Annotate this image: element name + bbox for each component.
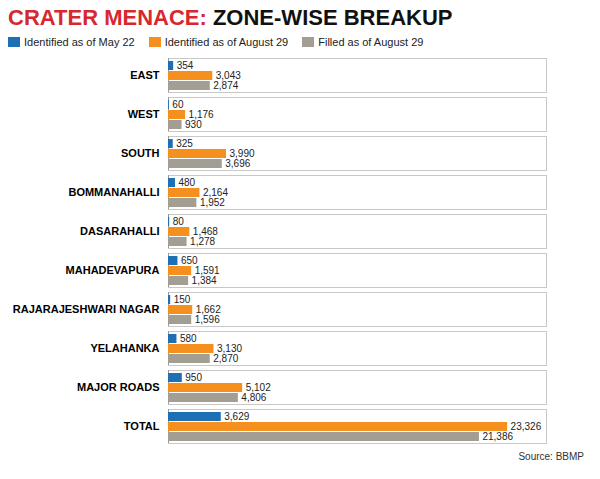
svg-text:80: 80 — [173, 216, 185, 227]
html-text:CRATER MENACE: ZONE-WISE BREAK: CRATER MENACE: ZONE-WISE BREAKUP — [8, 5, 453, 30]
svg-text:1,662: 1,662 — [195, 304, 221, 316]
html-text:Identified as of May 22: Identified as of May 22 — [24, 36, 135, 48]
svg-text:2,874: 2,874 — [213, 80, 238, 91]
svg-text:1,176: 1,176 — [188, 109, 214, 121]
svg-text:580: 580 — [180, 333, 197, 344]
svg-text:3,043: 3,043 — [215, 70, 241, 82]
svg-text:3,990: 3,990 — [229, 148, 255, 160]
svg-text:DASARAHALLI: DASARAHALLI — [80, 225, 159, 237]
svg-text:SOUTH: SOUTH — [121, 147, 160, 159]
svg-text:23,326: 23,326 — [511, 421, 542, 432]
svg-text:60: 60 — [172, 99, 184, 110]
svg-text:1,591: 1,591 — [194, 265, 220, 277]
html-text:Identified as of August 29: Identified as of August 29 — [164, 36, 289, 48]
html-text:Source: BBMP: Source: BBMP — [518, 451, 584, 462]
svg-text:950: 950 — [185, 372, 202, 383]
svg-text:1,952: 1,952 — [200, 197, 225, 208]
svg-text:5,102: 5,102 — [245, 382, 271, 394]
svg-text:21,386: 21,386 — [482, 431, 513, 442]
svg-text:930: 930 — [185, 119, 202, 130]
html-text:Filled as of August 29: Filled as of August 29 — [318, 36, 424, 48]
svg-text:4,806: 4,806 — [241, 392, 266, 403]
svg-text:2,164: 2,164 — [203, 187, 228, 199]
svg-text:WEST: WEST — [128, 108, 160, 120]
svg-text:1,596: 1,596 — [195, 314, 220, 325]
svg-text:3,696: 3,696 — [225, 158, 250, 169]
svg-text:3,130: 3,130 — [217, 343, 242, 355]
svg-text:1,278: 1,278 — [190, 236, 215, 247]
svg-text:EAST: EAST — [130, 69, 160, 81]
svg-text:MAJOR ROADS: MAJOR ROADS — [77, 381, 160, 393]
svg-text:354: 354 — [177, 60, 194, 71]
svg-text:MAHADEVAPURA: MAHADEVAPURA — [66, 264, 160, 276]
svg-text:150: 150 — [174, 294, 191, 305]
svg-text:RAJARAJESHWARI NAGAR: RAJARAJESHWARI NAGAR — [13, 303, 160, 315]
svg-text:TOTAL: TOTAL — [124, 420, 160, 432]
svg-text:BOMMANAHALLI: BOMMANAHALLI — [68, 186, 159, 198]
svg-text:1,468: 1,468 — [192, 226, 218, 238]
svg-text:1,384: 1,384 — [192, 275, 217, 286]
svg-text:325: 325 — [176, 138, 193, 149]
svg-text:650: 650 — [180, 255, 198, 267]
svg-text:2,870: 2,870 — [213, 353, 238, 364]
svg-text:YELAHANKA: YELAHANKA — [90, 342, 159, 354]
svg-text:3,629: 3,629 — [224, 411, 249, 422]
svg-text:480: 480 — [178, 177, 195, 188]
